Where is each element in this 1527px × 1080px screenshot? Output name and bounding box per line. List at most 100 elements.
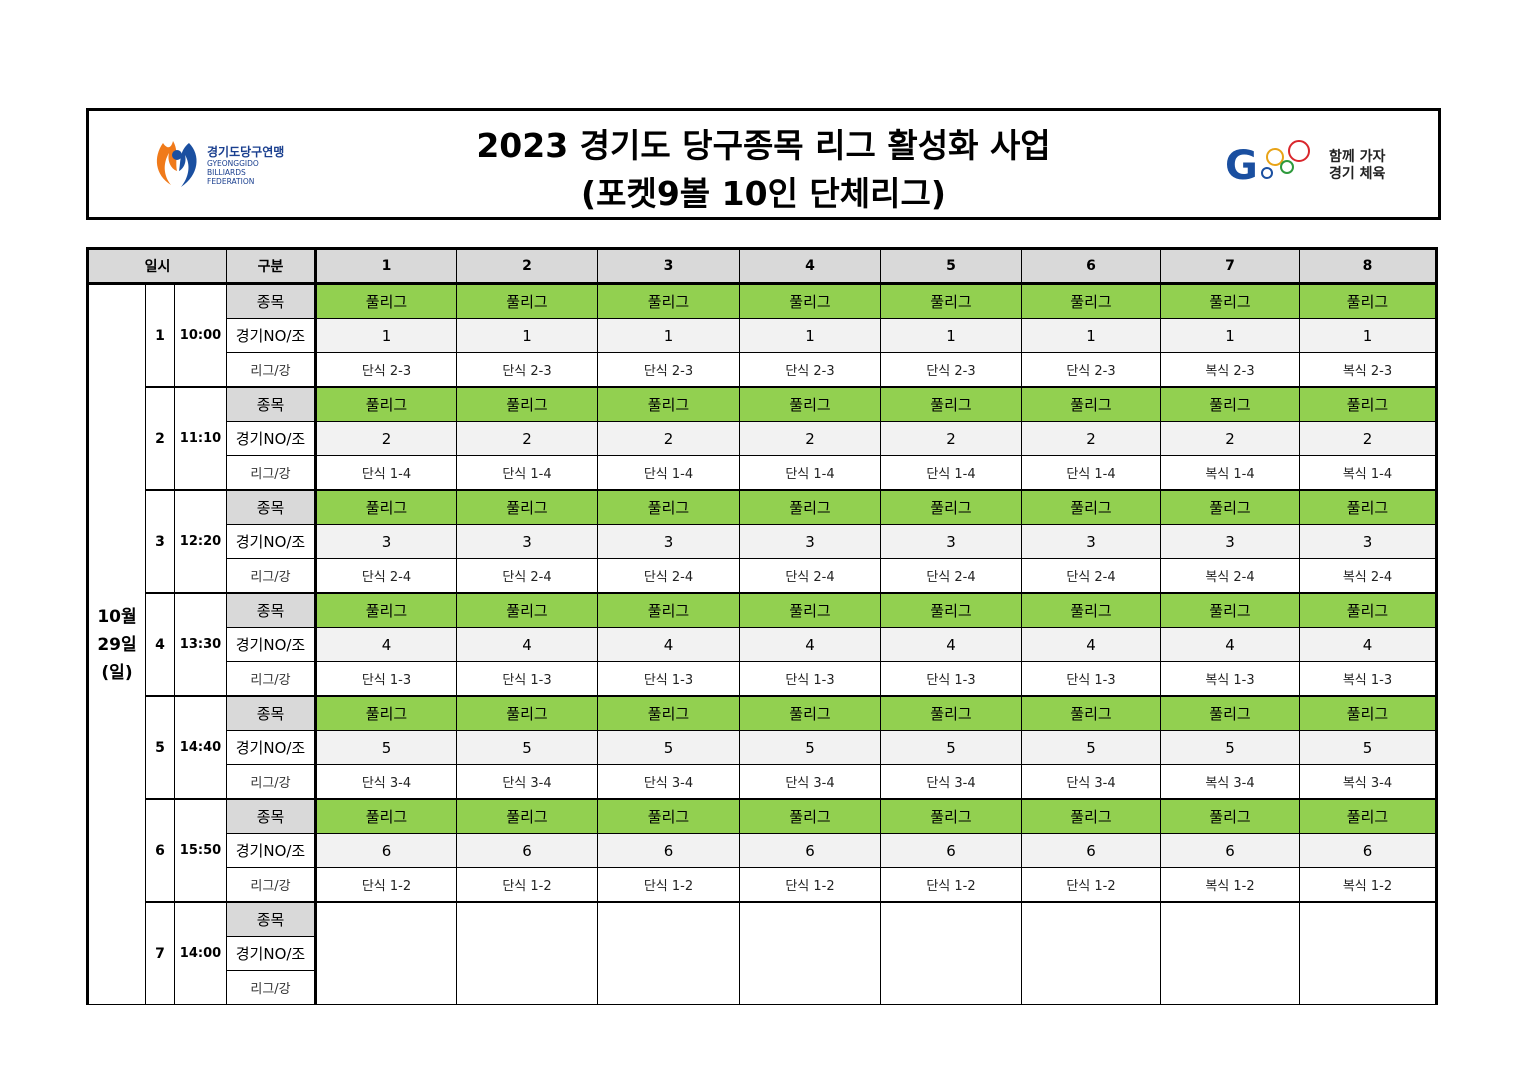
cell-match: 6 (1299, 833, 1437, 868)
cell-league (1160, 970, 1300, 1005)
date-line: 29일 (97, 634, 137, 655)
cell-league (314, 970, 457, 1005)
header-col-3: 3 (597, 248, 740, 285)
cell-league: 복식 2-4 (1160, 558, 1300, 594)
row-label-league: 리그/강 (226, 455, 316, 491)
cell-match: 5 (739, 730, 881, 765)
cell-match: 4 (739, 627, 881, 662)
session-number: 2 (145, 386, 175, 491)
table-row: 리그/강 단식 1-3 단식 1-3 단식 1-3 단식 1-3 단식 1-3 단식 1-3… (88, 661, 1437, 697)
cell-match: 3 (597, 524, 740, 559)
cell-league (880, 970, 1022, 1005)
slogan: 함께 가자 경기 체육 (1329, 149, 1386, 182)
table-row: 3 12:20 종목 풀리그 풀리그 풀리그 풀리그 풀리그 풀리그 풀리그 풀리그 (88, 489, 1437, 594)
cell-event: 풀리그 (1160, 283, 1300, 319)
cell-match: 1 (1021, 318, 1161, 353)
cell-match: 5 (1021, 730, 1161, 765)
table-row: 4 13:30 종목 풀리그 풀리그 풀리그 풀리그 풀리그 풀리그 풀리그 풀리그 (88, 592, 1437, 697)
cell-event: 풀리그 (314, 592, 457, 628)
header-col-5: 5 (880, 248, 1022, 285)
cell-match (1160, 936, 1300, 971)
row-label-league: 리그/강 (226, 352, 316, 388)
cell-league: 복식 3-4 (1299, 764, 1437, 800)
cell-league: 복식 2-3 (1299, 352, 1437, 388)
federation-logo: 경기도당구연맹 GYEONGGIDO BILLIARDS FEDERATION (149, 135, 329, 191)
cell-match: 4 (456, 627, 598, 662)
cell-league: 단식 3-4 (880, 764, 1022, 800)
cell-event: 풀리그 (456, 798, 598, 834)
cell-match: 5 (314, 730, 457, 765)
cell-event (1021, 901, 1161, 937)
cell-event: 풀리그 (314, 386, 457, 422)
cell-league: 단식 3-4 (597, 764, 740, 800)
date-line: 10월 (97, 606, 137, 627)
row-label-match: 경기NO/조 (226, 936, 316, 971)
cell-match: 6 (1160, 833, 1300, 868)
cell-match: 5 (456, 730, 598, 765)
cell-event: 풀리그 (880, 386, 1022, 422)
cell-match: 6 (597, 833, 740, 868)
row-label-event: 종목 (226, 592, 316, 628)
cell-league: 단식 1-3 (597, 661, 740, 697)
cell-event: 풀리그 (1021, 798, 1161, 834)
cell-event: 풀리그 (456, 489, 598, 525)
cell-league: 단식 2-3 (880, 352, 1022, 388)
cell-match: 3 (880, 524, 1022, 559)
cell-league: 단식 2-3 (597, 352, 740, 388)
cell-event (456, 901, 598, 937)
session-number: 6 (145, 798, 175, 903)
go-rings-logo-icon: G (1225, 140, 1310, 189)
cell-match: 4 (597, 627, 740, 662)
cell-league: 단식 1-2 (456, 867, 598, 903)
cell-league (597, 970, 740, 1005)
cell-league: 단식 3-4 (1021, 764, 1161, 800)
cell-match: 5 (880, 730, 1022, 765)
cell-match: 2 (1160, 421, 1300, 456)
cell-event: 풀리그 (597, 386, 740, 422)
cell-match (880, 936, 1022, 971)
header-col-4: 4 (739, 248, 881, 285)
session-time: 13:30 (174, 592, 227, 697)
session-number: 3 (145, 489, 175, 594)
federation-name: 경기도당구연맹 (207, 145, 285, 159)
schedule-table: 일시 구분 1 2 3 4 5 6 7 8 10월 29일 (일) 1 10:00 종목 풀… (86, 247, 1438, 1005)
cell-match: 1 (456, 318, 598, 353)
session-time: 14:40 (174, 695, 227, 800)
cell-league (739, 970, 881, 1005)
title-header: 경기도당구연맹 GYEONGGIDO BILLIARDS FEDERATION … (86, 108, 1441, 220)
cell-event (1160, 901, 1300, 937)
cell-event: 풀리그 (880, 283, 1022, 319)
cell-league: 단식 1-2 (739, 867, 881, 903)
session-number: 7 (145, 901, 175, 1005)
page-title: 2023 경기도 당구종목 리그 활성화 사업 (476, 126, 1051, 165)
cell-event: 풀리그 (739, 489, 881, 525)
cell-league: 단식 2-4 (739, 558, 881, 594)
cell-league: 단식 2-3 (456, 352, 598, 388)
cell-event: 풀리그 (597, 592, 740, 628)
row-label-event: 종목 (226, 489, 316, 525)
table-row: 리그/강 단식 2-3 단식 2-3 단식 2-3 단식 2-3 단식 2-3 단식 2-3… (88, 352, 1437, 388)
cell-match: 6 (1021, 833, 1161, 868)
header-col-1: 1 (314, 248, 457, 285)
table-header-row: 일시 구분 1 2 3 4 5 6 7 8 (87, 248, 1437, 285)
row-label-match: 경기NO/조 (226, 627, 316, 662)
cell-league: 단식 1-3 (880, 661, 1022, 697)
row-label-match: 경기NO/조 (226, 421, 316, 456)
header-col-8: 8 (1299, 248, 1437, 285)
table-row: 경기NO/조 2 2 2 2 2 2 2 2 (88, 421, 1437, 456)
cell-event: 풀리그 (314, 489, 457, 525)
cell-event: 풀리그 (456, 283, 598, 319)
row-label-event: 종목 (226, 283, 316, 319)
cell-match (1299, 936, 1437, 971)
cell-match: 3 (314, 524, 457, 559)
svg-text:G: G (1225, 143, 1258, 189)
cell-event: 풀리그 (739, 386, 881, 422)
federation-subname: GYEONGGIDO BILLIARDS FEDERATION (207, 159, 259, 186)
row-label-event: 종목 (226, 695, 316, 731)
cell-event: 풀리그 (1021, 489, 1161, 525)
cell-event: 풀리그 (880, 489, 1022, 525)
table-row: 경기NO/조 4 4 4 4 4 4 4 4 (88, 627, 1437, 662)
table-row: 5 14:40 종목 풀리그 풀리그 풀리그 풀리그 풀리그 풀리그 풀리그 풀리그 (88, 695, 1437, 800)
cell-match: 3 (1299, 524, 1437, 559)
cell-match: 5 (597, 730, 740, 765)
